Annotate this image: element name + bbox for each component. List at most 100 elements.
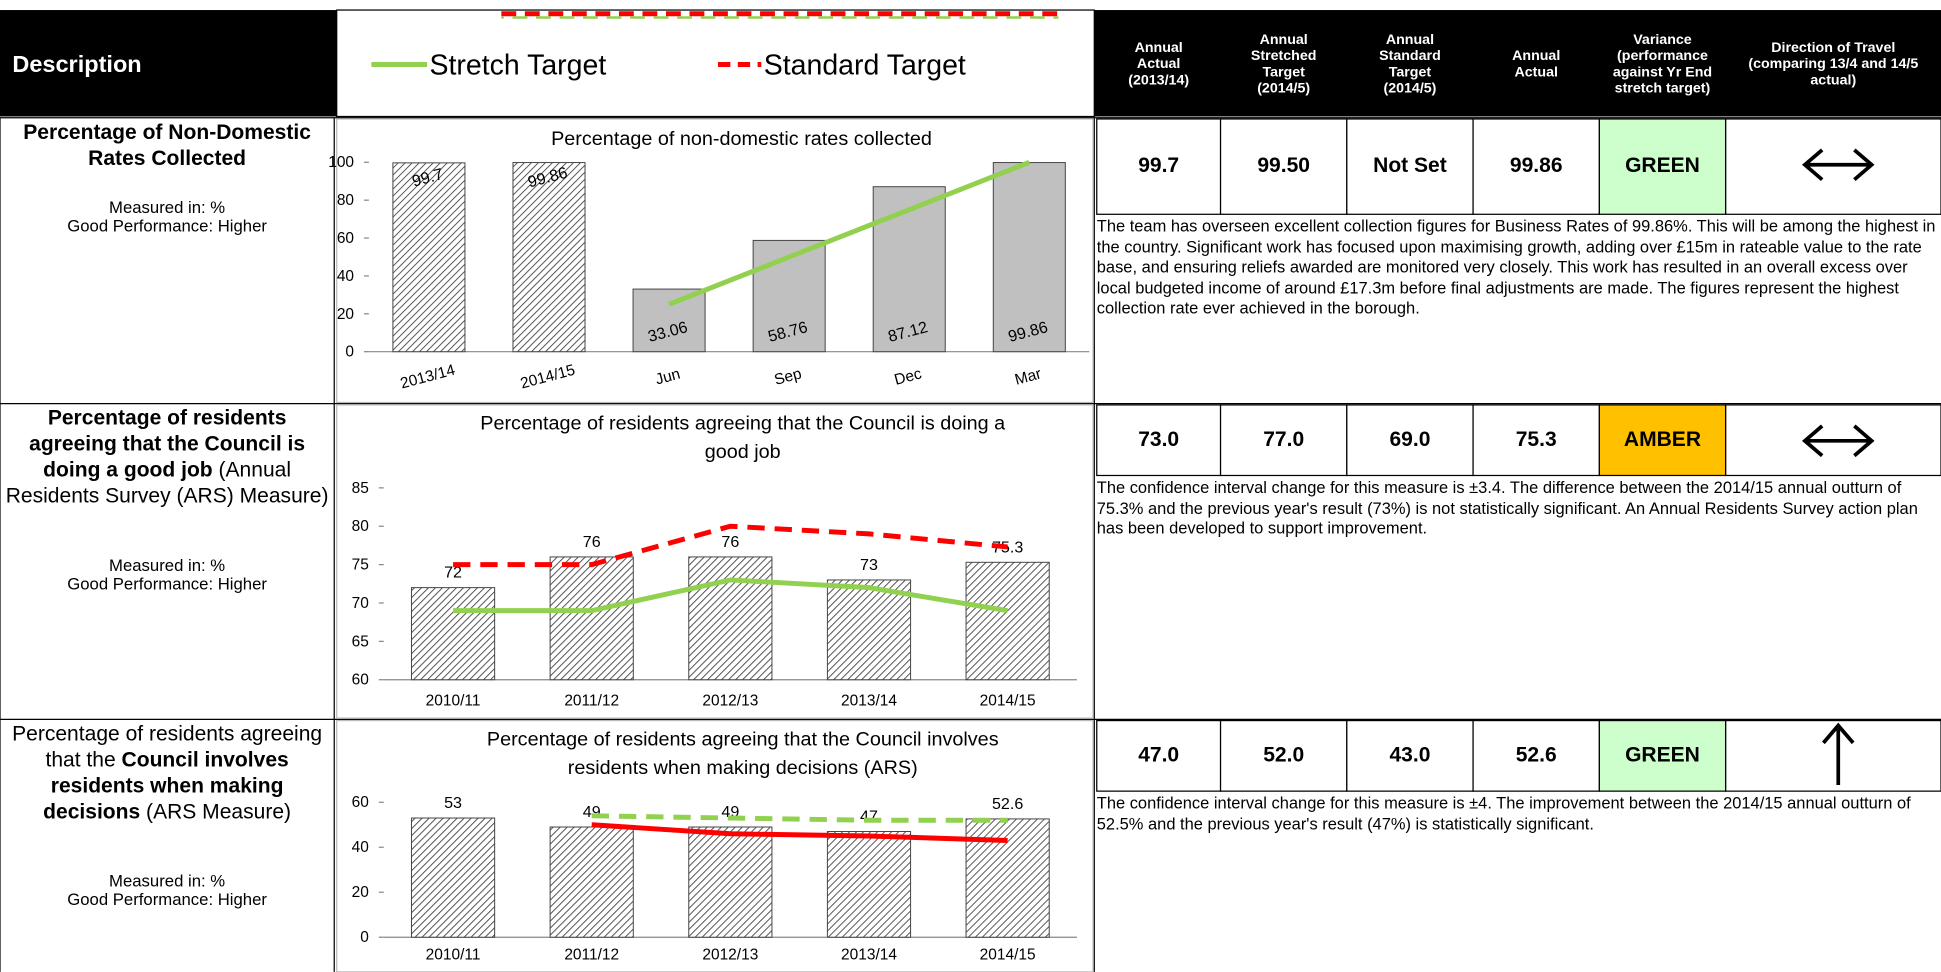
- y-tick-label: 60: [352, 672, 369, 689]
- column-header: (2014/5): [1257, 80, 1310, 96]
- value: GREEN: [1625, 154, 1700, 177]
- bar: [392, 162, 466, 353]
- chart-title: good job: [705, 441, 781, 463]
- y-tick-label: 60: [337, 230, 354, 247]
- column-header: Stretched: [1251, 48, 1317, 64]
- description-cell: Percentage of residents agreeing that th…: [2, 405, 331, 593]
- column-header: (performance: [1617, 48, 1708, 64]
- commentary-cell: The team has overseen excellent collecti…: [1097, 217, 1936, 317]
- description-text: (ARS Measure): [140, 799, 292, 824]
- direction-cell: [1724, 719, 1941, 792]
- line-series: [591, 822, 1008, 843]
- description-title: Percentage of residents agreeing that th…: [2, 405, 331, 509]
- x-tick-label: 2012/13: [702, 693, 758, 710]
- data-label: 53: [444, 794, 462, 812]
- line-series: [453, 523, 1008, 568]
- value: 73.0: [1138, 428, 1179, 451]
- value: GREEN: [1625, 743, 1700, 766]
- bar: [549, 826, 634, 938]
- commentary: The confidence interval change for this …: [1096, 793, 1911, 833]
- description: Percentage of residents agreeing that th…: [2, 405, 331, 593]
- description-title: Percentage of Non-Domestic Rates Collect…: [2, 119, 331, 171]
- bar: [410, 587, 496, 681]
- x-tick-label: Dec: [893, 365, 924, 389]
- column-header: actual): [1810, 72, 1856, 88]
- column-header: (2014/5): [1383, 80, 1436, 96]
- bar: [965, 561, 1050, 681]
- value-cell: [1472, 719, 1600, 792]
- line-series: [453, 577, 1009, 614]
- description-text: Percentage of residents agreeing that th…: [29, 406, 306, 482]
- bar: [872, 186, 946, 353]
- description-text: Percentage of residents agreeing that th…: [12, 721, 323, 772]
- arrows: [1801, 148, 1875, 785]
- description-text: Percentage of Non-Domestic Rates Collect…: [23, 120, 311, 170]
- y-tick-label: 100: [328, 154, 354, 171]
- bar: [410, 817, 496, 938]
- value: 77.0: [1263, 428, 1304, 451]
- description-text: Council involves residents when making d…: [43, 747, 289, 824]
- value: 99.86: [1510, 154, 1563, 177]
- y-tick-label: 70: [352, 595, 369, 612]
- commentary: The confidence interval change for this …: [1096, 477, 1918, 538]
- x-tick-label: 2014/15: [980, 693, 1036, 710]
- column-header: Standard: [1379, 48, 1441, 64]
- value-cell: [1472, 404, 1600, 477]
- value-cell: [1598, 404, 1727, 477]
- y-tick-label: 40: [352, 839, 369, 856]
- x-tick-label: Jun: [654, 366, 683, 389]
- legend-entry: Stretch Target: [430, 49, 607, 81]
- value-cell: [1598, 719, 1727, 792]
- y-tick-label: 65: [352, 633, 369, 650]
- header-description: Description: [12, 51, 141, 77]
- bar: [992, 162, 1066, 353]
- bar: [512, 162, 586, 353]
- data-label: 72: [444, 564, 462, 582]
- bar: [826, 579, 912, 681]
- value: 99.50: [1257, 154, 1310, 177]
- x-tick-label: 2011/12: [564, 693, 619, 710]
- y-tick-label: 20: [337, 306, 354, 323]
- y-tick-label: 60: [352, 794, 369, 811]
- y-tick-label: 75: [352, 557, 369, 574]
- description-title: Percentage of residents agreeing that th…: [2, 721, 331, 825]
- column-header: Target: [1262, 64, 1305, 80]
- column-header: stretch target): [1615, 80, 1711, 96]
- y-tick-label: 20: [352, 884, 369, 901]
- data-label: 49: [583, 803, 601, 821]
- good-performance: Good Performance: Higher: [67, 890, 267, 909]
- value-cell: [1219, 719, 1348, 792]
- data-label: 76: [583, 533, 601, 551]
- value: 52.6: [1516, 743, 1557, 766]
- column-header: Annual: [1386, 32, 1434, 48]
- commentary-cell: The confidence interval change for this …: [1096, 793, 1911, 833]
- measured: Measured in: %: [109, 555, 226, 575]
- x-tick-label: 2011/12: [564, 946, 619, 963]
- column-header: Variance: [1633, 32, 1692, 48]
- column-header: Actual: [1514, 64, 1557, 80]
- y-tick-label: 40: [337, 268, 354, 285]
- value: Not Set: [1373, 154, 1447, 177]
- x-tick-label: 2013/14: [841, 693, 897, 710]
- value: 75.3: [1516, 428, 1557, 451]
- column-header: Actual: [1137, 56, 1180, 72]
- column-header: Annual: [1512, 48, 1560, 64]
- data-label: 76: [721, 533, 739, 551]
- legend-box: [336, 9, 1095, 118]
- value: 69.0: [1389, 428, 1430, 451]
- column-header: (2013/14): [1128, 72, 1189, 88]
- good-performance: Good Performance: Higher: [67, 216, 267, 236]
- value: AMBER: [1624, 428, 1701, 451]
- value: 43.0: [1389, 743, 1430, 766]
- column-header: Target: [1389, 64, 1432, 80]
- direction-cell: [1724, 118, 1941, 215]
- data-label: 75.3: [992, 538, 1023, 556]
- bar: [688, 826, 773, 938]
- bar: [826, 831, 912, 938]
- bar: [965, 818, 1050, 938]
- x-tick-label: Sep: [772, 365, 803, 389]
- chart-title: Percentage of non-domestic rates collect…: [551, 128, 932, 150]
- y-tick-label: 85: [352, 480, 369, 497]
- description-text: (Annual Residents Survey (ARS) Measure): [5, 458, 329, 508]
